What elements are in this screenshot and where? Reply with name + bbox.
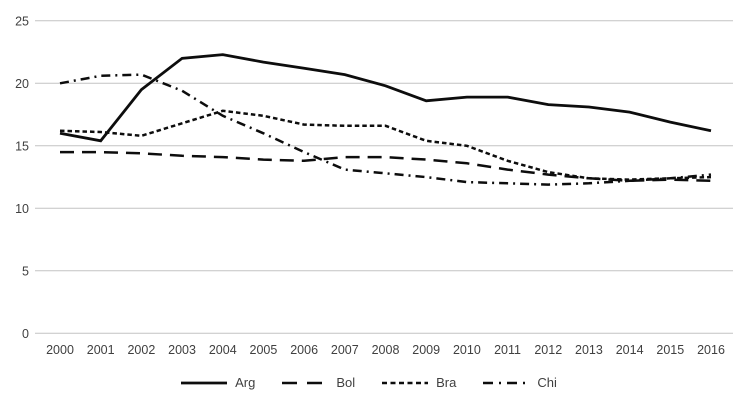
- plot-area: 0 5 10 15 20 25 2000 2001 2002 2003 2004 2005 2006 20…: [15, 14, 733, 357]
- x-axis-label: 2001: [87, 343, 115, 357]
- legend-item-bra: Bra: [381, 376, 456, 389]
- series-line-arg: [59, 53, 712, 143]
- x-axis-label: 2016: [697, 343, 725, 357]
- legend-line-sample-bra: [382, 381, 429, 384]
- series-line-chi: [59, 73, 712, 186]
- y-axis-label: 25: [15, 14, 29, 28]
- legend-label-arg: Arg: [235, 375, 256, 390]
- x-axis-label: 2002: [127, 343, 155, 357]
- x-axis-label: 2015: [656, 343, 684, 357]
- x-axis-label: 2008: [372, 343, 400, 357]
- legend-label-chi: Chi: [537, 375, 557, 390]
- x-axis-label: 2010: [453, 343, 481, 357]
- legend-label-bol: Bol: [336, 375, 356, 390]
- y-axis-label: 15: [15, 139, 29, 153]
- x-axis-label: 2003: [168, 343, 196, 357]
- x-axis-label: 2005: [250, 343, 278, 357]
- x-axis-label: 2011: [494, 343, 521, 357]
- chart-legend: Arg Bol Bra Chi: [0, 376, 737, 389]
- x-axis-label: 2014: [616, 343, 644, 357]
- y-axis-label: 20: [15, 77, 29, 91]
- legend-line-sample-arg: [181, 381, 228, 384]
- x-axis-label: 2012: [534, 343, 562, 357]
- legend-item-chi: Chi: [482, 376, 557, 389]
- x-axis-label: 2004: [209, 343, 237, 357]
- legend-line-sample-chi: [483, 381, 530, 384]
- x-axis-label: 2009: [412, 343, 440, 357]
- x-axis-label: 2013: [575, 343, 603, 357]
- legend-item-bol: Bol: [281, 376, 355, 389]
- x-axis-label: 2000: [46, 343, 74, 357]
- series-line-bol: [60, 150, 712, 183]
- legend-line-sample-bol: [282, 381, 329, 384]
- y-axis-label: 0: [22, 327, 29, 341]
- y-axis-label: 5: [22, 264, 29, 278]
- legend-item-arg: Arg: [180, 376, 255, 389]
- y-axis-label: 10: [15, 202, 29, 216]
- legend-label-bra: Bra: [436, 375, 457, 390]
- series-line-bra: [59, 109, 712, 181]
- x-axis-label: 2006: [290, 343, 318, 357]
- x-axis-label: 2007: [331, 343, 359, 357]
